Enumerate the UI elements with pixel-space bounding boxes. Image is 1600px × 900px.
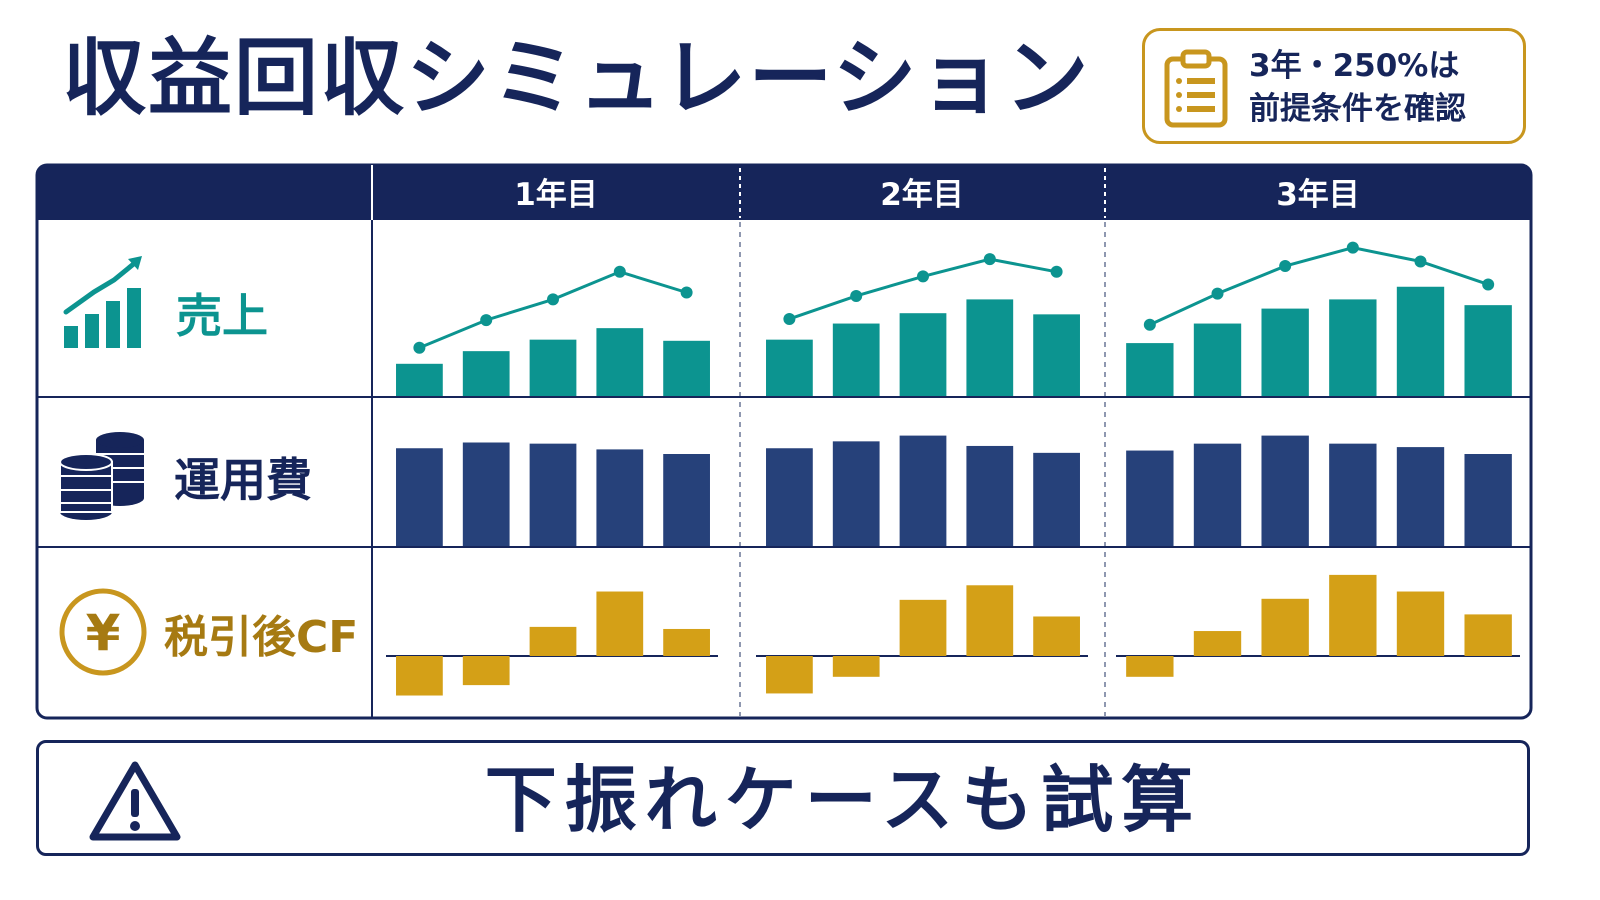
bar-mark: [663, 340, 710, 396]
trend-point: [1050, 265, 1063, 278]
bar-mark: [1261, 308, 1309, 396]
bar-mark: [1193, 323, 1242, 396]
trend-point: [1346, 241, 1359, 254]
bar-mark: [899, 313, 947, 396]
bar-mark: [766, 448, 813, 546]
simulation-table: 1年目 2年目 3年目 売上 運用費 ¥ 税引後CF: [35, 163, 1533, 720]
bar-mark: [529, 339, 577, 396]
trend-point: [1279, 260, 1292, 273]
bar-mark: [529, 443, 577, 546]
bar-mark: [966, 585, 1014, 656]
bar-mark: [663, 454, 710, 546]
note-line-1: 3年・250%は: [1249, 48, 1460, 84]
bar-mark: [1261, 598, 1309, 656]
bar-mark: [1464, 454, 1512, 546]
trend-point: [1414, 255, 1427, 268]
trend-point: [983, 253, 996, 266]
trend-point: [1482, 278, 1495, 291]
bar-mark: [1396, 591, 1445, 656]
row-label-sales: 売上: [176, 289, 268, 343]
bar-mark: [1033, 616, 1080, 656]
trend-point: [1211, 287, 1224, 300]
yen-coin-icon: ¥: [59, 588, 147, 676]
premise-note: 3年・250%は 前提条件を確認: [1142, 28, 1526, 144]
trend-line: [1149, 246, 1489, 327]
bar-mark: [529, 626, 577, 656]
bar-mark: [596, 591, 644, 656]
bar-mark: [832, 323, 880, 396]
bar-mark: [462, 442, 510, 546]
col-header-year-3: 3年目: [1276, 177, 1360, 213]
row-label-after-tax-cf: 税引後CF: [164, 612, 358, 663]
downside-text: 下振れケースも試算: [484, 758, 1202, 842]
bar-mark: [766, 339, 813, 396]
note-line-2: 前提条件を確認: [1249, 91, 1466, 127]
bar-mark: [1464, 305, 1512, 396]
trend-point: [547, 293, 559, 306]
bar-mark: [832, 656, 880, 677]
bar-mark: [1396, 286, 1445, 396]
bar-mark: [1033, 452, 1080, 546]
warning-icon: [89, 761, 181, 841]
clipboard-icon: [1164, 49, 1228, 128]
bar-mark: [462, 656, 510, 686]
bar-mark: [766, 656, 813, 694]
bar-mark: [1261, 435, 1309, 546]
row-label-operating-cost: 運用費: [174, 453, 312, 507]
bar-mark: [1126, 343, 1174, 396]
bar-mark: [462, 351, 510, 396]
trend-point: [917, 270, 929, 283]
trend-point: [783, 312, 796, 325]
downside-banner: 下振れケースも試算: [36, 740, 1530, 856]
col-header-year-2: 2年目: [880, 177, 964, 213]
bar-mark: [1033, 314, 1080, 396]
bar-mark: [663, 628, 710, 656]
bar-mark: [899, 435, 947, 546]
bar-mark: [596, 328, 644, 396]
bar-mark: [596, 449, 644, 546]
coin-stack-icon: [59, 432, 144, 520]
page-title: 収益回収シミュレーション: [62, 29, 1091, 127]
bar-mark: [1126, 656, 1174, 677]
bar-mark: [1396, 447, 1445, 546]
bar-mark: [1329, 443, 1377, 546]
bar-mark: [1193, 443, 1242, 546]
trend-point: [613, 265, 626, 278]
col-header-year-1: 1年目: [514, 177, 598, 213]
bar-mark: [396, 656, 443, 696]
bar-mark: [1329, 299, 1377, 396]
trend-point: [850, 289, 863, 302]
bar-mark: [966, 299, 1014, 396]
growth-chart-icon: [63, 256, 142, 348]
trend-point: [680, 286, 693, 299]
bar-mark: [1126, 450, 1174, 546]
bar-mark: [1193, 631, 1242, 656]
bar-mark: [832, 441, 880, 546]
trend-point: [413, 341, 426, 354]
bar-mark: [396, 448, 443, 546]
table-header: [37, 165, 1531, 220]
svg-text:¥: ¥: [86, 604, 121, 662]
bar-mark: [1464, 614, 1512, 656]
bar-mark: [396, 363, 443, 396]
trend-point: [1143, 318, 1156, 331]
trend-point: [480, 314, 493, 327]
bar-mark: [899, 599, 947, 656]
bar-mark: [966, 445, 1014, 546]
bar-mark: [1329, 574, 1377, 656]
